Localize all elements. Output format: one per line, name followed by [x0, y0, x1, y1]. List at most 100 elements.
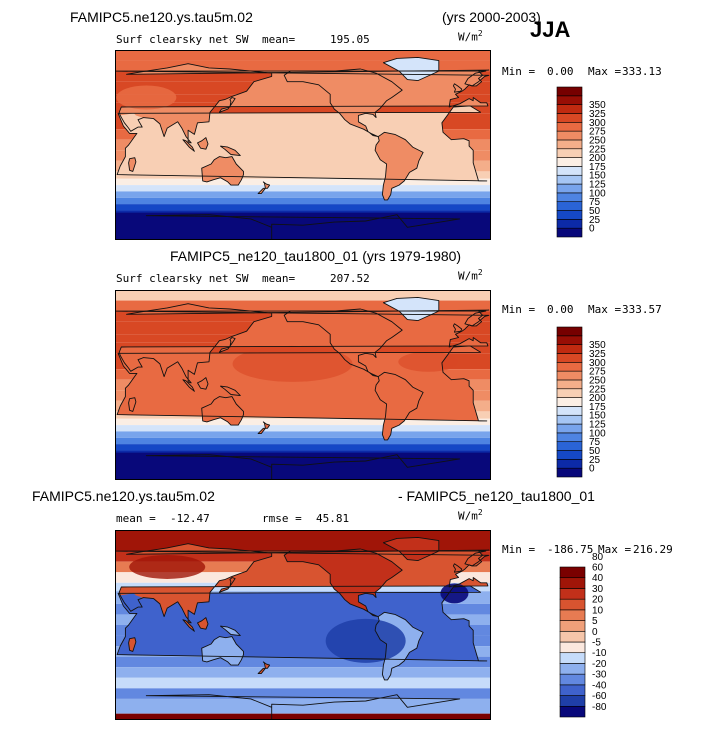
season-label: JJA: [530, 17, 571, 42]
colorbar-swatch: [559, 620, 586, 632]
map-field: [115, 530, 491, 720]
colorbar-swatch: [556, 121, 583, 132]
colorbar-tick-label: 300: [589, 118, 606, 129]
panel1-mean-label: mean=: [262, 33, 296, 46]
sw-band: [115, 60, 491, 72]
colorbar-swatch: [556, 174, 583, 185]
coastline: [115, 70, 490, 87]
coastline: [257, 181, 271, 195]
diff-band: [115, 698, 491, 714]
coastline: [115, 310, 490, 327]
colorbar-swatch: [556, 344, 583, 354]
colorbar-tick-label: 0: [589, 464, 595, 475]
atlantic-high-field: [398, 351, 459, 372]
coastline: [145, 214, 461, 240]
diff-land-shading: [219, 577, 236, 593]
coastline: [382, 536, 440, 562]
land-shading: [201, 396, 244, 426]
land-shading: [197, 377, 208, 390]
sw-band: [115, 425, 491, 432]
panel1-max-label: Max =: [588, 65, 622, 78]
panel2-map: [115, 290, 491, 480]
colorbar-swatch: [556, 113, 583, 123]
coastline: [382, 56, 440, 82]
land-shading: [115, 311, 489, 326]
panel3-case-title-right: - FAMIPC5_ne120_tau1800_01: [398, 488, 595, 504]
panel3-rmse-label: rmse =: [262, 512, 302, 525]
panel3-map: [115, 530, 491, 720]
panel1-title: Surf clearsky net SW: [116, 33, 249, 46]
diff-band: [115, 667, 491, 678]
colorbar-tick-label: -40: [592, 680, 607, 691]
coastline: [197, 137, 209, 150]
colorbar-tick-label: 125: [589, 180, 606, 191]
diff-siberia-high: [129, 554, 206, 579]
colorbar-swatch: [559, 684, 586, 696]
diff-band: [115, 656, 491, 668]
land-shading: [284, 309, 403, 377]
diff-band: [115, 677, 491, 689]
panel3-max-label: Max =: [598, 543, 632, 556]
panel2-min-value: 0.00: [547, 303, 574, 316]
panel3-mean-label: mean =: [116, 512, 156, 525]
sw-band: [115, 204, 491, 211]
sw-band: [115, 437, 491, 445]
panel1-units: W/m2: [458, 29, 483, 44]
colorbar-tick-label: 40: [592, 573, 604, 584]
diff-band: [115, 582, 491, 592]
coastline: [283, 308, 403, 378]
diff-pacific-low: [325, 618, 406, 663]
coastline: [452, 563, 463, 573]
colorbar-swatch: [559, 609, 586, 621]
map-frame: [115, 530, 491, 720]
land-shading: [219, 97, 236, 113]
sw-band: [115, 431, 491, 438]
colorbar-swatch: [556, 335, 583, 345]
land-shading: [219, 337, 236, 353]
coastline: [115, 550, 490, 567]
colorbar-swatch: [556, 414, 583, 425]
coastline: [116, 345, 488, 422]
diff-land-shading: [197, 617, 208, 630]
land-shading: [201, 156, 244, 186]
panel2-max-value: 333.57: [622, 303, 662, 316]
coastline: [374, 611, 424, 681]
coastline: [452, 83, 463, 93]
coastline: [374, 371, 424, 441]
colorbar-swatch: [556, 361, 583, 372]
map-frame: [115, 50, 491, 240]
pacific-high-field: [232, 345, 353, 382]
colorbar-swatch: [556, 139, 583, 150]
antarctic-shading: [115, 452, 491, 480]
coastline: [283, 548, 403, 618]
sw-band: [115, 444, 491, 451]
coastline: [257, 661, 271, 675]
coastline: [382, 296, 440, 322]
sw-band: [115, 290, 491, 301]
colorbar-tick-label: -60: [592, 691, 607, 702]
colorbar-swatch: [556, 388, 583, 398]
colorbar-swatch: [556, 166, 583, 176]
colorbar-swatch: [559, 663, 586, 675]
colorbar-tick-label: 250: [589, 135, 606, 146]
map-field: [115, 290, 491, 480]
coastline: [116, 585, 488, 662]
sw-band: [115, 178, 491, 186]
sw-band: [115, 191, 491, 198]
diff-land-shading: [201, 636, 244, 666]
colorbar-tick-label: 50: [589, 206, 601, 217]
colorbar-swatch: [556, 326, 583, 337]
colorbar-swatch: [556, 86, 583, 97]
colorbar-swatch: [556, 104, 583, 114]
diff-land-shading: [119, 543, 489, 623]
panel2-min-label: Min =: [502, 303, 536, 316]
coastline: [218, 337, 236, 353]
colorbar-tick-label: -20: [592, 659, 607, 670]
colorbar-swatch: [556, 450, 583, 460]
colorbar-tick-label: 125: [589, 420, 606, 431]
colorbar-tick-label: 175: [589, 402, 606, 413]
land-shading: [119, 63, 489, 143]
